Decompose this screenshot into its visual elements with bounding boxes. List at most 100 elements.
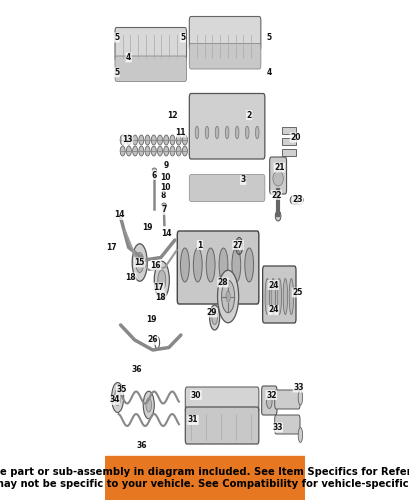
FancyBboxPatch shape: [261, 386, 276, 415]
Text: 12: 12: [167, 110, 178, 120]
Ellipse shape: [206, 248, 214, 282]
Text: 35: 35: [116, 386, 126, 394]
Ellipse shape: [132, 244, 147, 281]
Text: 8: 8: [160, 190, 165, 200]
Bar: [282, 148, 295, 156]
Ellipse shape: [276, 278, 281, 314]
Ellipse shape: [274, 211, 280, 221]
Text: 30: 30: [190, 390, 201, 400]
FancyBboxPatch shape: [269, 157, 286, 194]
Ellipse shape: [217, 270, 238, 323]
Text: 26: 26: [147, 336, 157, 344]
Text: 6: 6: [151, 170, 156, 179]
Ellipse shape: [235, 126, 238, 138]
Text: 33: 33: [292, 383, 303, 392]
FancyBboxPatch shape: [262, 266, 295, 323]
FancyBboxPatch shape: [189, 44, 260, 69]
Ellipse shape: [215, 126, 218, 138]
Ellipse shape: [209, 305, 219, 330]
Ellipse shape: [288, 278, 293, 314]
Ellipse shape: [176, 135, 181, 145]
Text: 20: 20: [290, 133, 300, 142]
Text: 33: 33: [272, 423, 282, 432]
Text: 4: 4: [266, 68, 271, 77]
Ellipse shape: [297, 390, 302, 405]
Text: 3: 3: [240, 176, 245, 184]
FancyBboxPatch shape: [274, 415, 299, 434]
FancyBboxPatch shape: [189, 94, 264, 159]
Ellipse shape: [221, 280, 234, 313]
Ellipse shape: [225, 126, 228, 138]
FancyBboxPatch shape: [185, 387, 258, 413]
Ellipse shape: [154, 261, 169, 299]
Text: 34: 34: [109, 396, 119, 404]
Ellipse shape: [170, 135, 175, 145]
Ellipse shape: [163, 135, 169, 145]
Ellipse shape: [120, 135, 125, 145]
Ellipse shape: [272, 171, 283, 186]
Text: 7: 7: [161, 206, 166, 214]
Text: 22: 22: [270, 190, 281, 200]
Ellipse shape: [157, 135, 162, 145]
Ellipse shape: [231, 248, 240, 282]
Ellipse shape: [163, 146, 169, 156]
Ellipse shape: [151, 146, 156, 156]
Ellipse shape: [195, 126, 198, 138]
Text: 4: 4: [126, 53, 131, 62]
Ellipse shape: [126, 146, 131, 156]
Text: 11: 11: [175, 128, 186, 137]
FancyBboxPatch shape: [189, 16, 260, 50]
Text: 25: 25: [292, 288, 302, 297]
Ellipse shape: [245, 126, 248, 138]
Ellipse shape: [182, 146, 187, 156]
FancyBboxPatch shape: [274, 390, 299, 409]
Text: 19: 19: [146, 316, 157, 324]
FancyBboxPatch shape: [189, 174, 264, 202]
Ellipse shape: [264, 278, 269, 314]
Text: 5: 5: [114, 33, 119, 42]
Ellipse shape: [145, 146, 150, 156]
Ellipse shape: [270, 278, 275, 314]
Ellipse shape: [151, 135, 156, 145]
Text: 24: 24: [267, 306, 278, 314]
Ellipse shape: [132, 135, 137, 145]
Bar: [282, 126, 295, 134]
Ellipse shape: [204, 126, 208, 138]
Ellipse shape: [182, 135, 187, 145]
Text: 21: 21: [273, 163, 284, 172]
Text: 16: 16: [150, 260, 161, 270]
Text: 17: 17: [153, 283, 164, 292]
FancyBboxPatch shape: [185, 407, 258, 444]
FancyBboxPatch shape: [115, 56, 186, 82]
Ellipse shape: [157, 146, 162, 156]
Text: 10: 10: [160, 173, 171, 182]
Ellipse shape: [225, 291, 230, 302]
Ellipse shape: [170, 146, 175, 156]
Ellipse shape: [290, 196, 298, 204]
Ellipse shape: [266, 394, 272, 408]
Ellipse shape: [139, 135, 144, 145]
Text: 5: 5: [180, 33, 185, 42]
Text: 17: 17: [106, 243, 117, 252]
Ellipse shape: [211, 310, 217, 324]
Text: 36: 36: [131, 366, 142, 374]
Ellipse shape: [255, 126, 258, 138]
Text: 24: 24: [267, 280, 278, 289]
Text: 18: 18: [155, 293, 166, 302]
Text: 29: 29: [206, 308, 217, 317]
Text: 14: 14: [114, 210, 125, 220]
Text: 32: 32: [265, 390, 276, 400]
FancyBboxPatch shape: [177, 231, 258, 304]
FancyBboxPatch shape: [115, 28, 186, 62]
Text: 36: 36: [136, 440, 146, 450]
Ellipse shape: [152, 168, 156, 172]
Ellipse shape: [297, 428, 302, 442]
Text: 5: 5: [266, 33, 271, 42]
Text: 13: 13: [122, 136, 133, 144]
Text: 2: 2: [246, 110, 251, 120]
Ellipse shape: [176, 146, 181, 156]
Text: 15: 15: [134, 258, 144, 267]
Text: 5: 5: [114, 68, 119, 77]
Text: Only one part or sub-assembly in diagram included. See Item Specifics for Refere: Only one part or sub-assembly in diagram…: [0, 467, 409, 489]
Text: 9: 9: [163, 160, 168, 170]
